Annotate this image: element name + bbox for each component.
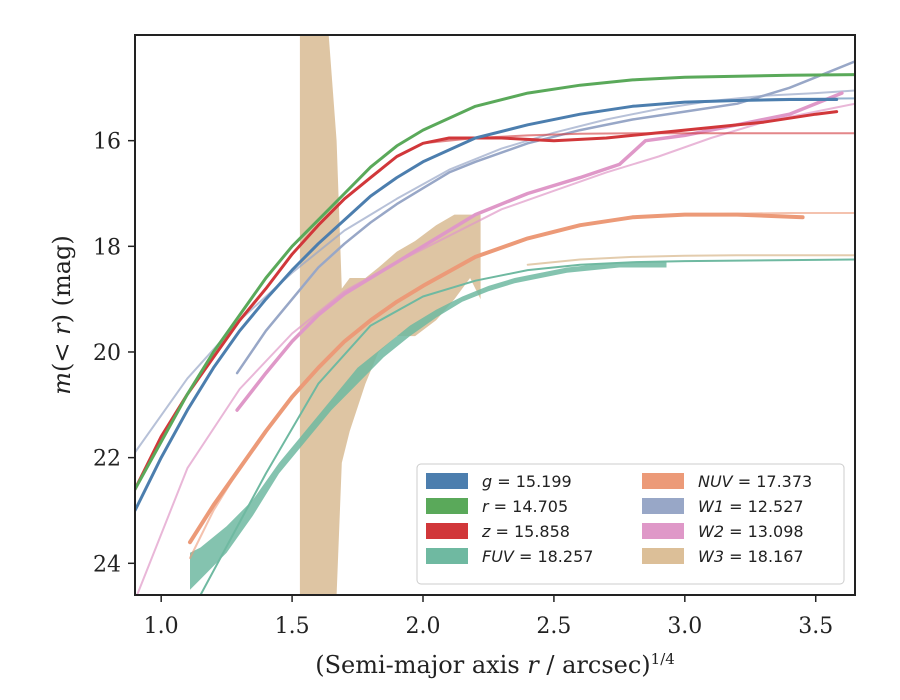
x-tick-label: 3.0 bbox=[667, 614, 702, 639]
legend-box bbox=[416, 463, 845, 585]
y-tick-label: 20 bbox=[93, 341, 121, 366]
legend-label-w1: W1 = 12.527 bbox=[698, 497, 804, 516]
series-line-g bbox=[135, 98, 839, 512]
y-axis: 16 18 20 22 24 bbox=[93, 130, 135, 577]
legend-swatch-fuv bbox=[426, 548, 468, 564]
series-line-w2-model bbox=[136, 102, 855, 595]
legend-swatch-r bbox=[426, 498, 468, 514]
legend-label-g: g = 15.199 bbox=[482, 472, 572, 491]
legend-swatch-w3 bbox=[642, 548, 684, 564]
legend-swatch-g bbox=[426, 473, 468, 489]
legend: g = 15.199 r = 14.705 z = 15.858 FUV = 18.2… bbox=[416, 463, 845, 585]
y-tick-label: 24 bbox=[93, 552, 121, 577]
series-line-w2 bbox=[235, 91, 844, 412]
x-tick-label: 3.5 bbox=[798, 614, 833, 639]
legend-label-w3: W3 = 18.167 bbox=[698, 547, 804, 566]
series-line-fuv-model bbox=[199, 258, 855, 595]
series-layer bbox=[135, 35, 855, 595]
y-tick-label: 22 bbox=[93, 447, 121, 472]
legend-label-z: z = 15.858 bbox=[481, 522, 570, 541]
legend-label-fuv: FUV = 18.257 bbox=[482, 547, 593, 566]
y-axis-label: m(< r) (mag) bbox=[48, 235, 76, 395]
plot-frame bbox=[134, 34, 856, 596]
legend-swatch-nuv bbox=[642, 473, 684, 489]
series-line-nuv bbox=[188, 212, 805, 545]
legend-label-r: r = 14.705 bbox=[482, 497, 568, 516]
legend-label-nuv: NUV = 17.373 bbox=[698, 472, 812, 491]
y-tick-label: 18 bbox=[93, 235, 121, 260]
series-line-w3-model bbox=[526, 254, 855, 266]
legend-swatch-z bbox=[426, 523, 468, 539]
legend-label-w2: W2 = 13.098 bbox=[698, 522, 804, 541]
x-axis-label: (Semi-major axis r / arcsec)1/4 bbox=[315, 650, 675, 679]
series-line-z bbox=[135, 110, 839, 491]
x-tick-label: 1.0 bbox=[144, 614, 179, 639]
y-tick-label: 16 bbox=[93, 130, 121, 155]
legend-swatch-w1 bbox=[642, 498, 684, 514]
legend-swatch-w2 bbox=[642, 523, 684, 539]
x-tick-label: 2.0 bbox=[406, 614, 441, 639]
series-line-r bbox=[135, 73, 855, 491]
x-tick-label: 1.5 bbox=[275, 614, 310, 639]
x-tick-label: 2.5 bbox=[536, 614, 571, 639]
series-line-w1-model bbox=[135, 89, 855, 454]
x-axis: 1.0 1.5 2.0 2.5 3.0 3.5 bbox=[144, 595, 833, 639]
